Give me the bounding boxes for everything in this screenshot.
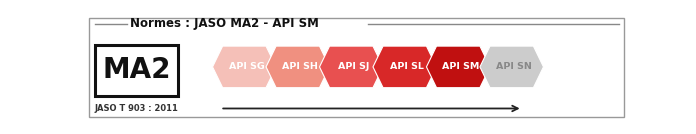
Polygon shape — [373, 46, 436, 88]
Text: API SM: API SM — [442, 62, 480, 71]
Text: API SH: API SH — [283, 62, 318, 71]
Polygon shape — [266, 46, 330, 88]
Text: API SN: API SN — [496, 62, 532, 71]
Text: API SG: API SG — [229, 62, 264, 71]
Text: API SL: API SL — [390, 62, 424, 71]
Polygon shape — [212, 46, 276, 88]
Text: JASO T 903 : 2011: JASO T 903 : 2011 — [95, 104, 179, 113]
Text: API SJ: API SJ — [338, 62, 370, 71]
Text: MA2: MA2 — [102, 56, 171, 84]
Polygon shape — [319, 46, 383, 88]
Bar — [95, 45, 178, 96]
Polygon shape — [480, 46, 544, 88]
Text: Normes : JASO MA2 - API SM: Normes : JASO MA2 - API SM — [129, 17, 319, 30]
Polygon shape — [427, 46, 490, 88]
